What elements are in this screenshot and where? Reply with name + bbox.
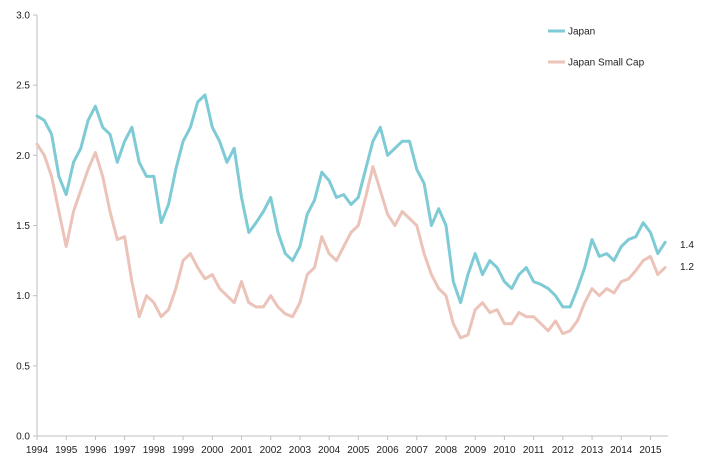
x-tick-label: 1997 xyxy=(114,445,137,456)
x-tick-label: 2001 xyxy=(230,445,253,456)
end-label-japan-small-cap: 1.2 xyxy=(680,262,694,273)
x-tick-label: 1999 xyxy=(172,445,195,456)
x-tick-label: 2004 xyxy=(318,445,341,456)
x-tick-label: 2005 xyxy=(347,445,370,456)
x-tick-label: 2010 xyxy=(493,445,516,456)
y-tick-label: 0.5 xyxy=(16,361,30,372)
y-axis-ticks: 0.0 0.5 1.0 1.5 2.0 2.5 3.0 xyxy=(16,11,37,443)
y-tick-label: 0.0 xyxy=(16,432,30,443)
x-axis-ticks: 1994 1995 1996 1997 1998 1999 2000 2001 2002 2003… xyxy=(26,436,662,456)
x-tick-label: 2006 xyxy=(376,445,399,456)
y-tick-label: 1.5 xyxy=(16,221,30,232)
y-tick-label: 1.0 xyxy=(16,291,30,302)
axes xyxy=(36,15,668,437)
x-tick-label: 2012 xyxy=(552,445,575,456)
x-tick-label: 1998 xyxy=(143,445,166,456)
y-tick-label: 2.0 xyxy=(16,151,30,162)
series-layer xyxy=(35,93,667,340)
x-tick-label: 2009 xyxy=(464,445,487,456)
x-tick-label: 2013 xyxy=(581,445,604,456)
x-tick-label: 1995 xyxy=(55,445,78,456)
x-tick-label: 2014 xyxy=(610,445,633,456)
x-tick-label: 2000 xyxy=(201,445,224,456)
x-tick-label: 1996 xyxy=(84,445,107,456)
end-label-japan: 1.4 xyxy=(680,240,694,251)
legend: Japan Japan Small Cap xyxy=(548,27,645,69)
x-tick-label: 1994 xyxy=(26,445,49,456)
series-line-japan-small-cap xyxy=(35,142,667,340)
x-tick-label: 2002 xyxy=(260,445,283,456)
legend-label-japan-small-cap: Japan Small Cap xyxy=(568,58,645,69)
x-tick-label: 2015 xyxy=(639,445,662,456)
series-line-japan xyxy=(35,93,667,309)
x-tick-label: 2011 xyxy=(523,445,545,456)
x-tick-label: 2003 xyxy=(289,445,312,456)
x-tick-label: 2007 xyxy=(406,445,429,456)
y-tick-label: 2.5 xyxy=(16,81,30,92)
legend-label-japan: Japan xyxy=(568,27,595,38)
x-tick-label: 2008 xyxy=(435,445,458,456)
y-tick-label: 3.0 xyxy=(16,11,30,22)
